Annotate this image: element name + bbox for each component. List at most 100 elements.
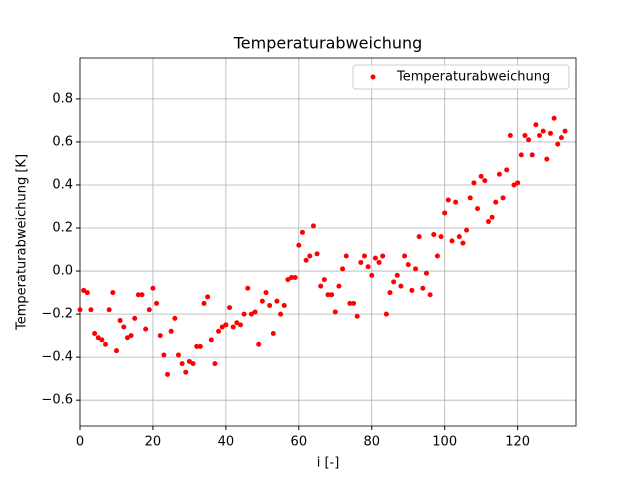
point: [88, 307, 94, 313]
point: [369, 272, 375, 278]
point: [157, 333, 163, 339]
point: [496, 171, 502, 177]
point: [340, 266, 346, 272]
point: [537, 132, 543, 138]
point: [303, 257, 309, 263]
point: [186, 358, 192, 364]
x-tick-label: 40: [218, 435, 235, 450]
point: [522, 132, 528, 138]
point: [478, 173, 484, 179]
point: [434, 253, 440, 259]
point: [194, 343, 200, 349]
x-tick-label: 20: [145, 435, 162, 450]
legend-label: Temperaturabweichung: [396, 70, 550, 85]
point: [413, 266, 419, 272]
point: [500, 195, 506, 201]
point: [124, 335, 130, 341]
point: [259, 298, 265, 304]
point: [540, 128, 546, 134]
point: [296, 242, 302, 248]
point: [380, 253, 386, 259]
point: [175, 352, 181, 358]
point: [230, 324, 236, 330]
point: [135, 292, 141, 298]
point: [347, 300, 353, 306]
point: [493, 199, 499, 205]
point: [227, 305, 233, 311]
point: [248, 311, 254, 317]
point: [416, 234, 422, 240]
point: [515, 180, 521, 186]
point: [267, 302, 273, 308]
point: [547, 130, 553, 136]
y-tick-label: −0.4: [41, 350, 73, 365]
point: [172, 315, 178, 321]
point: [263, 290, 269, 296]
point: [405, 262, 411, 268]
point: [219, 324, 225, 330]
point: [456, 234, 462, 240]
point: [332, 309, 338, 315]
point: [420, 285, 426, 291]
y-tick-label: 0.8: [52, 91, 73, 106]
point: [475, 206, 481, 212]
point: [511, 182, 517, 188]
point: [95, 335, 101, 341]
point: [121, 324, 127, 330]
point: [314, 251, 320, 257]
point: [438, 234, 444, 240]
plot-frame: [79, 57, 577, 427]
point: [234, 320, 240, 326]
point: [507, 132, 513, 138]
point: [372, 255, 378, 261]
point: [343, 253, 349, 259]
point: [449, 238, 455, 244]
legend-marker: [370, 74, 376, 80]
point: [223, 322, 229, 328]
point: [197, 343, 203, 349]
y-tick-label: −0.6: [41, 393, 73, 408]
point: [77, 307, 83, 313]
point: [427, 292, 433, 298]
point: [165, 371, 171, 377]
point: [558, 135, 564, 141]
point: [201, 300, 207, 306]
point: [99, 337, 105, 343]
x-tick-label: 60: [291, 435, 308, 450]
x-tick-label: 120: [505, 435, 530, 450]
point: [128, 333, 134, 339]
point: [143, 326, 149, 332]
point: [464, 227, 470, 233]
point: [190, 361, 196, 367]
point: [460, 240, 466, 246]
point: [81, 287, 87, 293]
point: [161, 352, 167, 358]
point: [208, 337, 214, 343]
point: [431, 231, 437, 237]
y-tick-label: 0.2: [52, 221, 73, 236]
point: [179, 361, 185, 367]
point: [146, 307, 152, 313]
point: [183, 369, 189, 375]
point: [336, 283, 342, 289]
point: [252, 309, 258, 315]
point: [321, 277, 327, 283]
point: [482, 178, 488, 184]
point: [445, 197, 451, 203]
point: [402, 253, 408, 259]
point: [132, 315, 138, 321]
point: [453, 199, 459, 205]
x-axis-label: i [-]: [317, 456, 340, 471]
y-tick-label: −0.2: [41, 307, 73, 322]
x-tick-label: 0: [76, 435, 84, 450]
point: [365, 264, 371, 270]
point: [216, 328, 222, 334]
point: [354, 313, 360, 319]
point: [555, 141, 561, 147]
point: [471, 180, 477, 186]
legend-box: [352, 64, 570, 90]
y-axis-label: Temperaturabweichung [K]: [15, 154, 30, 331]
x-tick-label: 80: [363, 435, 380, 450]
point: [299, 229, 305, 235]
